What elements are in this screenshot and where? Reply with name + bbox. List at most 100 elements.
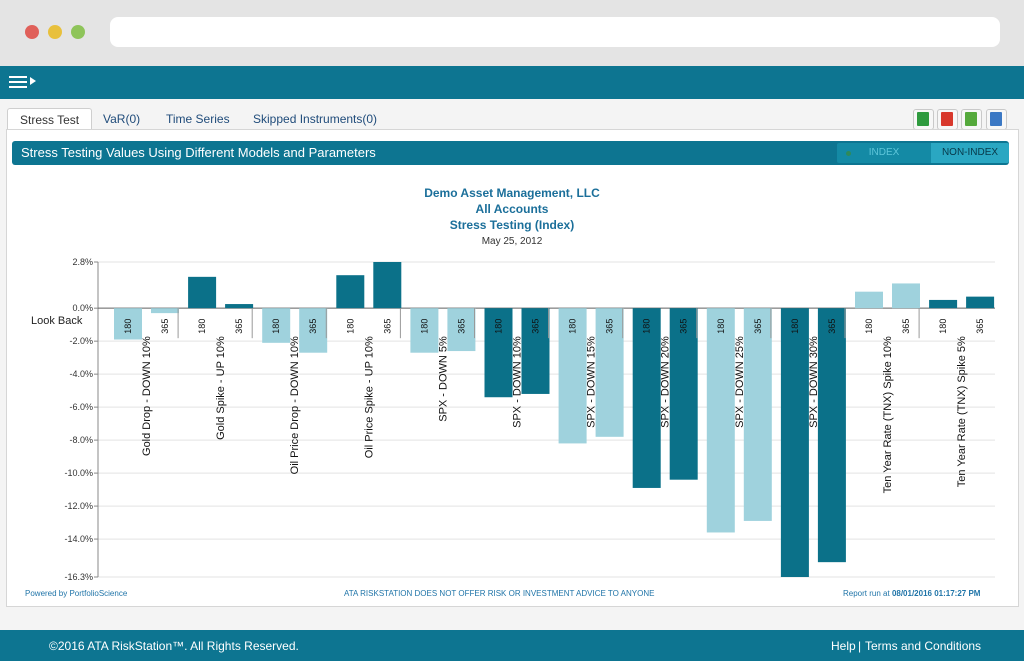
y-tick-label: -4.0% <box>69 369 93 379</box>
y-tick-label: -10.0% <box>64 468 93 478</box>
y-tick-label: 0.0% <box>72 303 93 313</box>
tab-stress-test[interactable]: Stress Test <box>7 108 93 131</box>
bar <box>595 308 624 437</box>
bar-period-label: 365 <box>531 319 541 334</box>
toggle-index-option[interactable]: INDEX <box>837 143 931 163</box>
bar-period-label: 365 <box>753 319 763 334</box>
bar <box>336 275 365 309</box>
chart-export-icon[interactable] <box>986 109 1007 130</box>
report-run-prefix: Report run at <box>843 589 890 598</box>
bar-period-label: 365 <box>234 319 244 334</box>
tab-skipped-instruments[interactable]: Skipped Instruments(0) <box>253 112 378 126</box>
scenario-label: Ten Year Rate (TNX) Spike 10% <box>882 336 894 493</box>
bar <box>632 308 661 488</box>
bar-period-label: 180 <box>790 319 800 334</box>
y-tick-label: 2.8% <box>72 257 93 267</box>
chart-title-line-3: Stress Testing (Index) <box>450 218 574 232</box>
y-tick-label: -8.0% <box>69 435 93 445</box>
close-window-icon[interactable] <box>25 25 39 39</box>
bar <box>706 308 735 533</box>
bar-period-label: 365 <box>975 319 985 334</box>
bar <box>521 308 550 394</box>
bar-period-label: 180 <box>494 319 504 334</box>
csv-icon[interactable] <box>961 109 982 130</box>
scenario-label: Gold Drop - DOWN 10% <box>141 336 153 456</box>
bar <box>817 308 846 563</box>
browser-chrome <box>0 0 1024 66</box>
footer-separator: | <box>858 639 862 653</box>
bar <box>855 291 883 309</box>
expand-arrow-icon[interactable] <box>30 77 36 85</box>
app-footer: ©2016 ATA RiskStation™. All Rights Reser… <box>0 630 1024 661</box>
bar-period-label: 180 <box>864 319 874 334</box>
bar-period-label: 180 <box>123 319 133 334</box>
address-bar[interactable] <box>110 17 1000 47</box>
scenario-label: Ten Year Rate (TNX) Spike 5% <box>956 336 968 487</box>
scenario-label: Gold Spike - UP 10% <box>215 336 227 440</box>
scenario-label: SPX - DOWN 5% <box>437 336 449 422</box>
help-link[interactable]: Help <box>831 639 856 653</box>
tab-time-series[interactable]: Time Series <box>166 112 230 126</box>
powered-by-text: Powered by PortfolioScience <box>25 589 128 598</box>
bar-period-label: 365 <box>901 319 911 334</box>
bar <box>892 283 920 309</box>
bar-period-label: 180 <box>197 319 207 334</box>
bar-period-label: 365 <box>160 319 170 334</box>
bar <box>225 304 254 309</box>
bar <box>188 276 217 309</box>
bar-period-label: 180 <box>419 319 429 334</box>
scenario-label: SPX - DOWN 25% <box>734 336 746 428</box>
scenario-label: SPX - DOWN 10% <box>512 336 524 428</box>
report-run-timestamp: 08/01/2016 01:17:27 PM <box>891 589 981 598</box>
report-run-text: Report run at 08/01/2016 01:17:27 PM <box>843 589 980 598</box>
bar <box>410 308 439 353</box>
bar <box>743 308 772 521</box>
bar <box>151 308 179 314</box>
toggle-nonindex-option[interactable]: NON-INDEX <box>931 143 1009 163</box>
bar-period-label: 365 <box>827 319 837 334</box>
chart-title-line-1: Demo Asset Management, LLC <box>424 186 600 200</box>
bar <box>114 308 142 340</box>
bar <box>447 308 476 352</box>
scenario-label: Oil Price Drop - DOWN 10% <box>289 336 301 474</box>
y-tick-label: -6.0% <box>69 402 93 412</box>
bar-period-label: 365 <box>679 319 689 334</box>
scenario-label: SPX - DOWN 20% <box>660 336 672 428</box>
bar <box>299 308 328 353</box>
copyright-text: ©2016 ATA RiskStation™. All Rights Reser… <box>49 639 299 653</box>
y-tick-label: -2.0% <box>69 336 93 346</box>
maximize-window-icon[interactable] <box>71 25 85 39</box>
bar <box>669 308 698 480</box>
bar-period-label: 180 <box>716 319 726 334</box>
disclaimer-text: ATA RISKSTATION DOES NOT OFFER RISK OR I… <box>344 589 655 598</box>
bar-period-label: 365 <box>308 319 318 334</box>
hamburger-menu-icon[interactable] <box>9 76 27 90</box>
bar-period-label: 180 <box>568 319 578 334</box>
bar <box>929 299 958 309</box>
index-toggle[interactable]: INDEX NON-INDEX <box>837 143 1009 163</box>
chart-title-line-2: All Accounts <box>476 202 549 216</box>
bar-period-label: 180 <box>271 319 281 334</box>
bar-period-label: 180 <box>938 319 948 334</box>
chart-date: May 25, 2012 <box>482 236 543 247</box>
bar-period-label: 180 <box>642 319 652 334</box>
scenario-label: SPX - DOWN 30% <box>808 336 820 428</box>
bar <box>780 308 809 577</box>
look-back-label: Look Back <box>31 315 83 327</box>
bar-period-label: 365 <box>605 319 615 334</box>
selected-indicator-icon <box>846 151 851 156</box>
bar <box>966 296 995 309</box>
y-tick-label: -12.0% <box>64 501 93 511</box>
tab-var[interactable]: VaR(0) <box>103 112 141 126</box>
app-top-bar <box>0 66 1024 99</box>
terms-link[interactable]: Terms and Conditions <box>865 639 982 653</box>
scenario-label: Oil Price Spike - UP 10% <box>363 336 375 458</box>
bar <box>484 308 513 398</box>
bar <box>373 262 402 309</box>
minimize-window-icon[interactable] <box>48 25 62 39</box>
bar-period-label: 180 <box>345 319 355 334</box>
scenario-label: SPX - DOWN 15% <box>586 336 598 428</box>
toggle-index-label: INDEX <box>868 147 900 158</box>
bar <box>558 308 587 444</box>
